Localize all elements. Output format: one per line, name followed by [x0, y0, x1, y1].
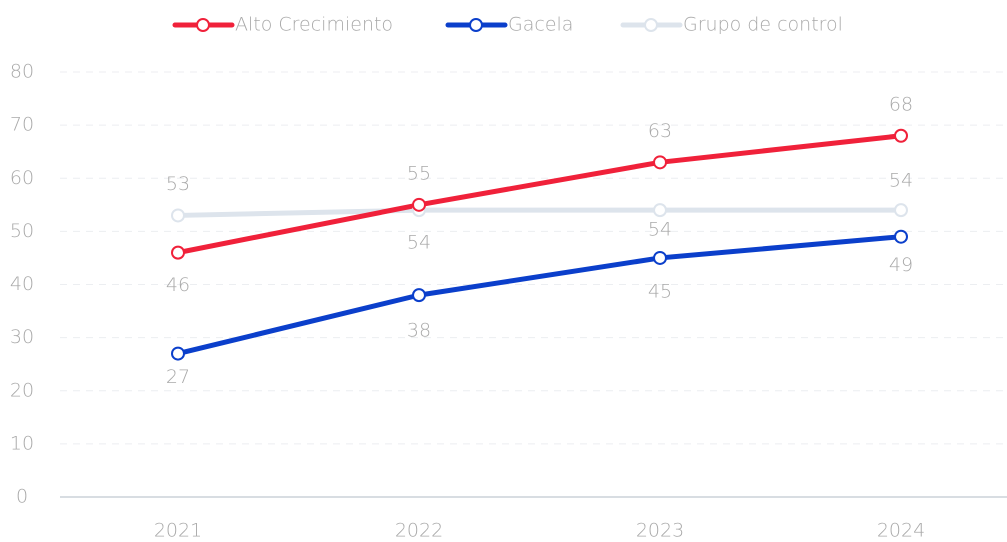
point — [653, 250, 667, 265]
x-tick-label: 2021 — [154, 520, 202, 542]
data-label: 68 — [889, 93, 913, 115]
point — [171, 346, 185, 361]
series-line — [177, 133, 902, 256]
legend-label: Gacela — [508, 14, 573, 36]
data-label: 54 — [889, 170, 913, 192]
y-tick-label: 20 — [10, 379, 34, 401]
series-line — [177, 207, 901, 218]
data-label: 63 — [648, 120, 672, 142]
y-tick-label: 80 — [10, 61, 34, 83]
data-label: 49 — [889, 254, 913, 276]
data-label: 27 — [166, 366, 190, 388]
legend-marker — [469, 18, 483, 32]
y-tick-label: 70 — [10, 114, 34, 136]
data-label: 38 — [407, 320, 431, 342]
legend-marker — [644, 18, 658, 32]
data-label: 46 — [166, 274, 190, 296]
legend-label: Alto Crecimiento — [235, 14, 393, 36]
data-label: 54 — [648, 219, 672, 241]
point — [894, 203, 908, 218]
point — [894, 229, 908, 244]
legend-marker — [196, 18, 210, 32]
y-tick-label: 30 — [10, 326, 34, 348]
data-label: 53 — [166, 173, 190, 195]
y-tick-label: 40 — [10, 273, 34, 295]
x-tick-label: 2023 — [636, 520, 684, 542]
y-tick-label: 50 — [10, 220, 34, 242]
data-label: 45 — [648, 280, 672, 302]
y-tick-label: 10 — [10, 432, 34, 454]
point — [412, 197, 426, 212]
x-tick-label: 2022 — [395, 520, 443, 542]
point — [171, 208, 185, 223]
point — [653, 203, 667, 218]
x-tick-label: 2024 — [877, 520, 925, 542]
y-tick-label: 60 — [10, 167, 34, 189]
point — [412, 288, 426, 303]
point — [171, 245, 185, 260]
point — [894, 128, 908, 143]
point — [653, 155, 667, 170]
y-tick-label: 0 — [16, 486, 28, 508]
legend-label: Grupo de control — [683, 14, 843, 36]
data-label: 55 — [407, 162, 431, 184]
data-label: 54 — [407, 232, 431, 254]
series-line — [177, 234, 902, 356]
